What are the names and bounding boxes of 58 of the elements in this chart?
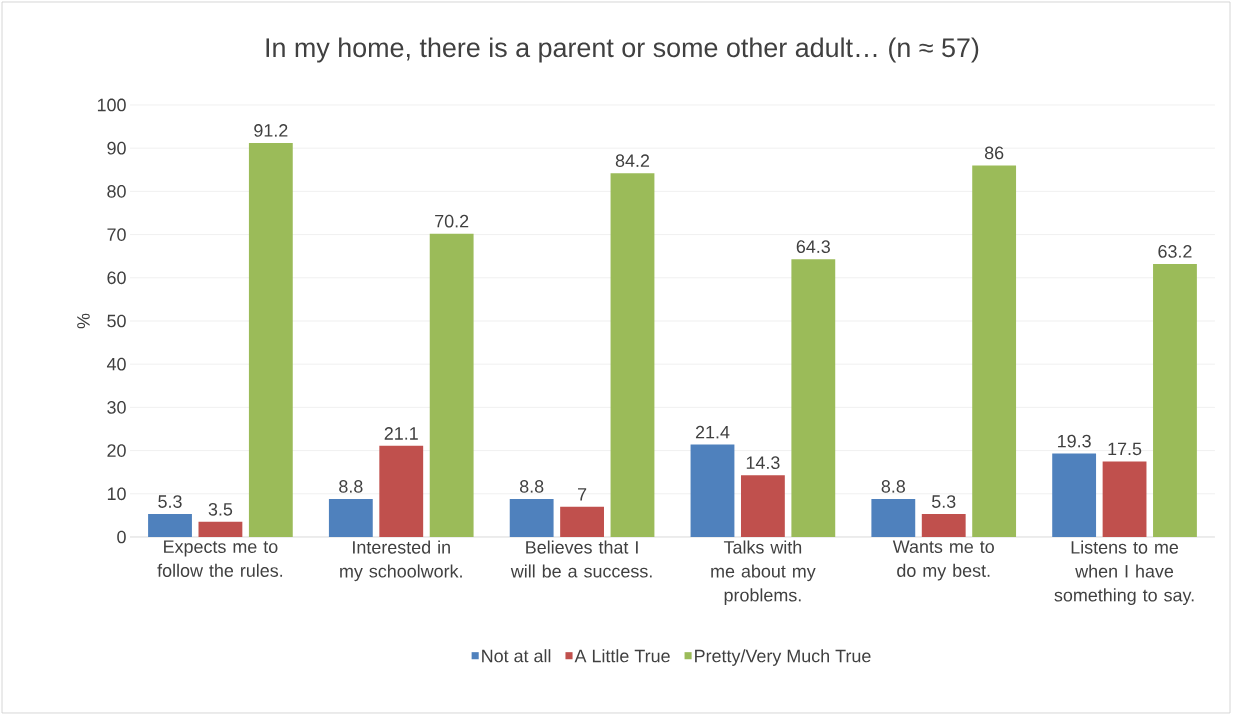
data-label: 21.4 [695,425,730,439]
data-label: 19.3 [1058,434,1091,448]
bar [740,475,785,537]
legend-label: Not at all [482,649,551,663]
bar [429,233,474,537]
bar [972,165,1017,537]
bar [1153,263,1197,537]
x-tick-label: Wants me to do my best. [892,540,994,581]
bar [1102,461,1147,537]
x-tick-label: Interested in my schoolwork. [340,540,462,582]
bar [248,143,293,537]
x-tick-label: Talks with me about my problems. [711,540,816,606]
y-tick-label: 60 [107,271,126,285]
bar [1052,453,1097,537]
data-label: 21.1 [384,427,418,440]
data-label: 3.5 [208,502,233,516]
y-tick-label: 70 [107,228,126,241]
data-label: 8.8 [339,480,363,493]
data-label: 8.8 [519,480,544,493]
data-label: 70.2 [435,214,469,228]
data-label: 8.8 [881,480,906,493]
bar [198,521,243,537]
legend-label: A Little True [574,649,670,663]
data-label: 91.2 [254,124,288,137]
x-tick-label: Listens to me when I have something to say. [1054,540,1194,606]
y-tick-label: 80 [107,185,126,198]
y-tick-label: 30 [107,401,126,414]
bar [509,498,554,537]
x-tick-label: Believes that I will be a success. [510,540,652,578]
bar [921,514,966,537]
data-label: 7 [578,488,587,501]
data-label: 5.3 [158,495,182,508]
y-tick-label: 90 [107,141,126,155]
data-label: 14.3 [746,456,780,470]
bar [791,259,836,537]
data-label: 5.3 [931,495,956,508]
x-tick-label: Expects me to follow the rules. [157,540,283,577]
y-tick-label: 50 [107,314,126,328]
y-tick-label: 20 [107,444,126,457]
chart-title: In my home, there is a parent or some other adult… (n ≈ 57) [266,37,979,63]
data-label: 64.3 [796,240,830,253]
bar [560,506,604,537]
bar [610,173,655,537]
bar [379,445,424,537]
y-tick-label: 10 [107,487,126,501]
bar [690,444,735,537]
y-tick-label: 0 [117,530,126,544]
bar [148,514,192,537]
bar [871,498,916,537]
legend-label: Pretty/Very Much True [695,649,871,666]
data-label: 63.2 [1158,245,1192,258]
bar [328,498,373,537]
data-label: 86 [984,146,1004,160]
y-tick-label: 40 [106,357,126,371]
data-label: 17.5 [1108,442,1142,456]
data-label: 84.2 [615,154,650,168]
y-tick-label: 100 [97,98,126,112]
y-axis-title: % [77,313,90,329]
